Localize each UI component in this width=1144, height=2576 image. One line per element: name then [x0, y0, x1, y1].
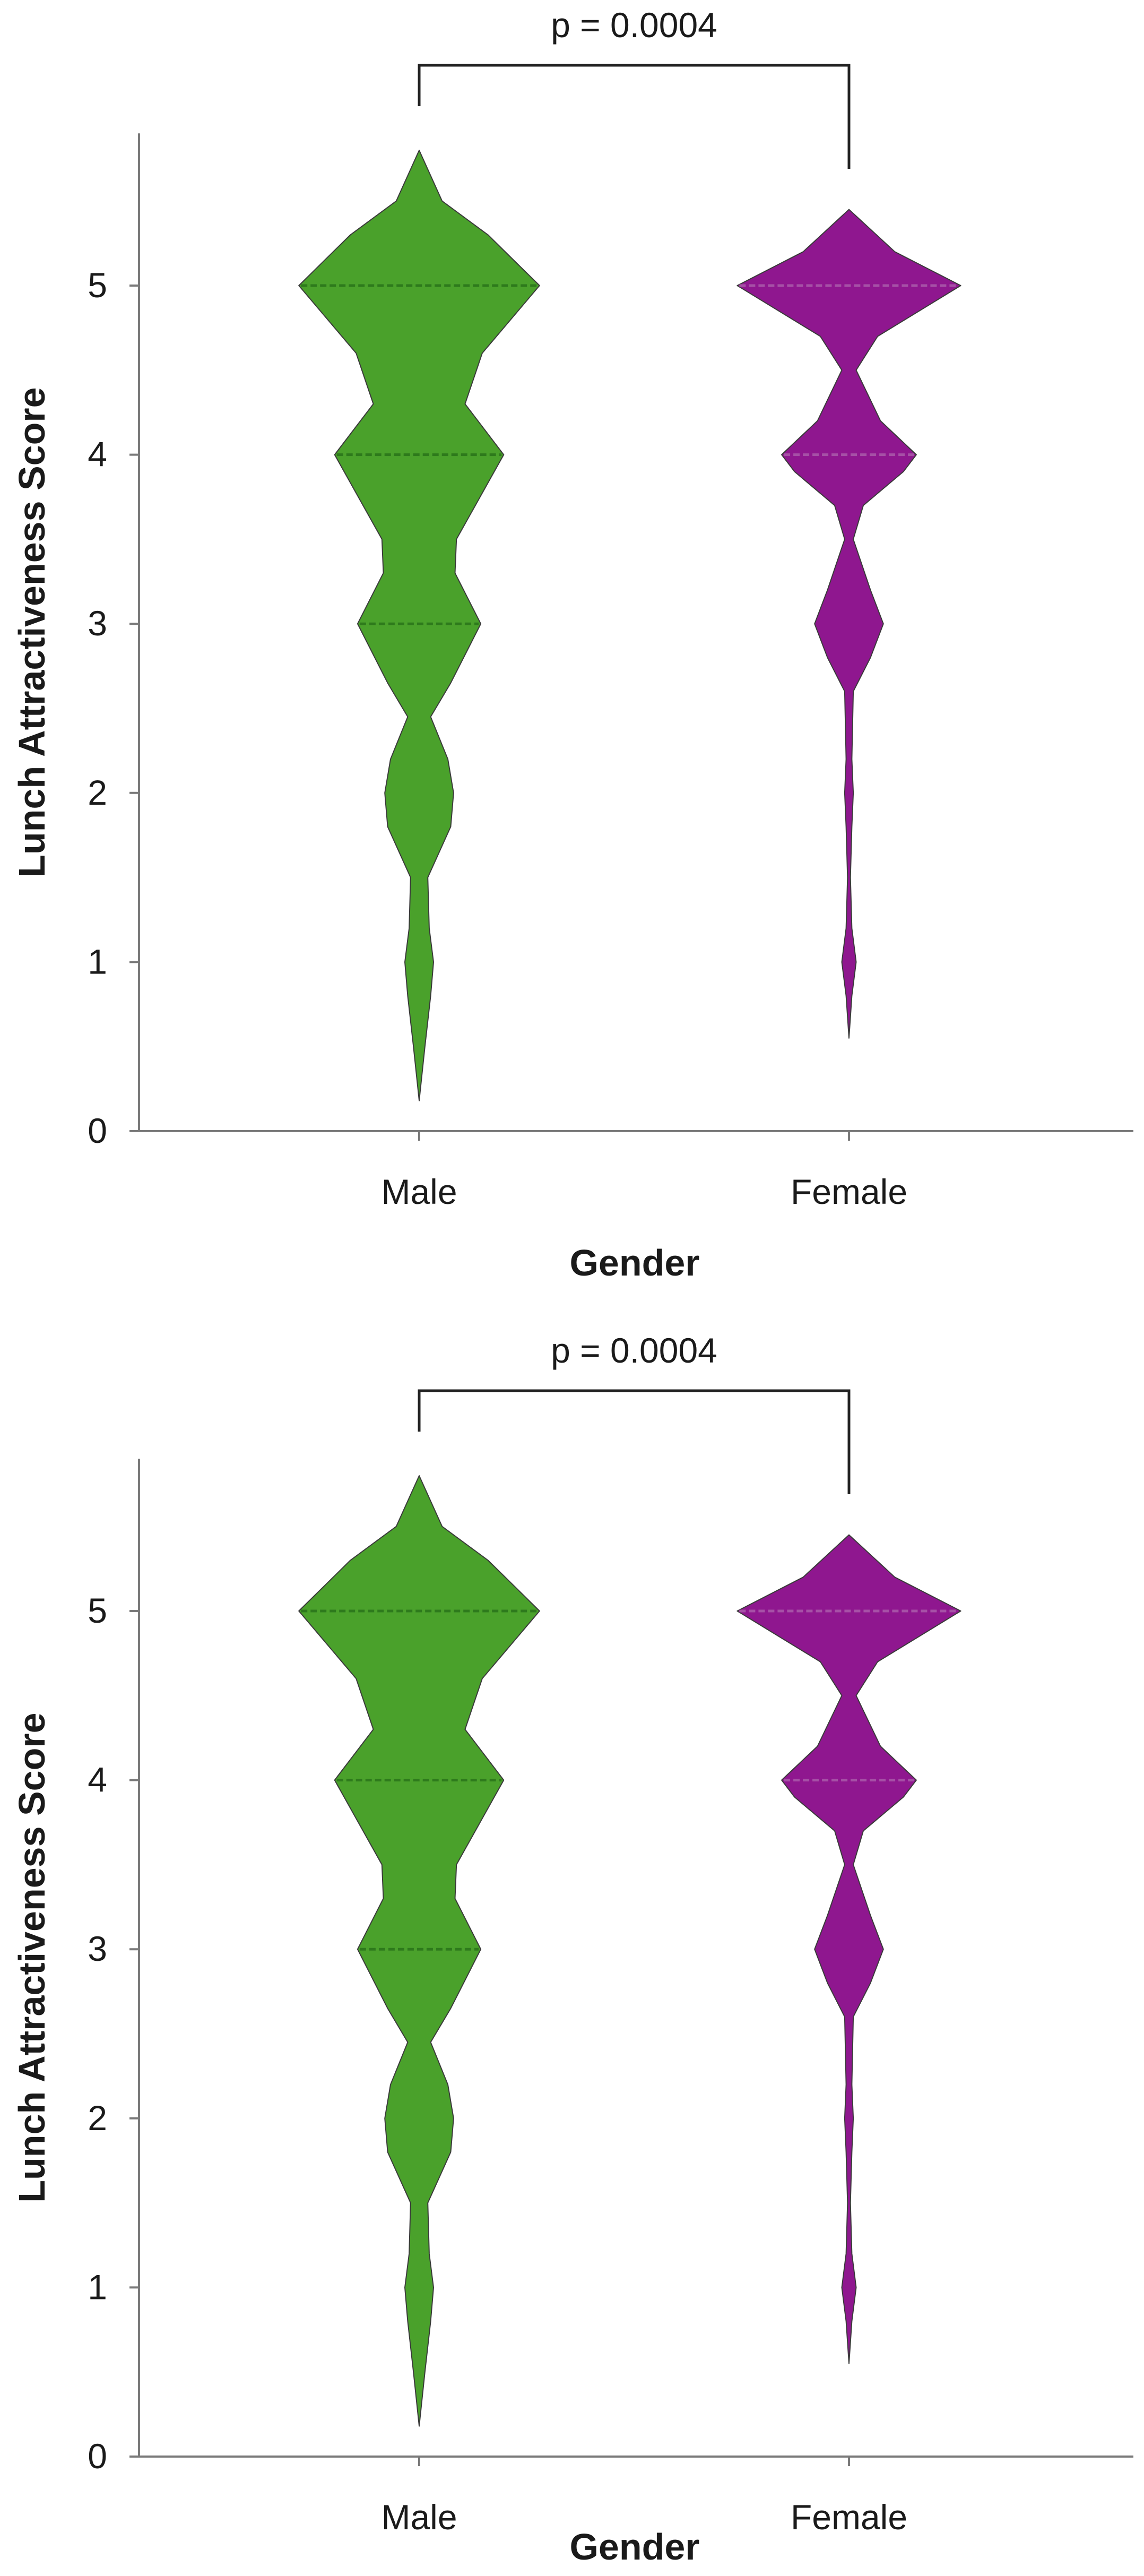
y-tick-label: 4 [88, 1760, 107, 1799]
violin-male [298, 1475, 540, 2427]
y-tick-label: 3 [88, 604, 107, 643]
y-axis-title: Lunch Attractiveness Score [11, 1712, 53, 2202]
x-axis-title: Gender [569, 1242, 699, 1283]
significance-label: p = 0.0004 [551, 1331, 717, 1370]
chart-panel-2: 0 1 2 3 4 5 Lunch Attractiveness Score Male Fema… [11, 1331, 1133, 2568]
violin-male [298, 150, 540, 1101]
y-tick-label: 1 [88, 2267, 107, 2306]
y-tick-label: 0 [88, 2436, 107, 2476]
x-tick-label-female: Female [791, 2497, 907, 2537]
x-axis-title: Gender [569, 2526, 699, 2568]
y-tick-label: 3 [88, 1929, 107, 1968]
chart-panel-1: 0 1 2 3 4 5 Lunch Attractiveness Score Male Fema… [11, 5, 1133, 1283]
x-tick-label-male: Male [381, 1172, 457, 1211]
y-tick-label: 2 [88, 773, 107, 812]
y-tick-label: 4 [88, 435, 107, 474]
violin-female [736, 1534, 961, 2364]
y-tick-label: 1 [88, 942, 107, 981]
significance-bracket [418, 64, 851, 169]
y-tick-label: 0 [88, 1111, 107, 1150]
y-tick-label: 2 [88, 2098, 107, 2138]
significance-bracket [418, 1389, 851, 1494]
violin-female [736, 209, 961, 1039]
significance-label: p = 0.0004 [551, 5, 717, 45]
x-tick-label-female: Female [791, 1172, 907, 1211]
y-tick-label: 5 [88, 265, 107, 305]
x-tick-label-male: Male [381, 2497, 457, 2537]
y-axis-title: Lunch Attractiveness Score [11, 387, 53, 877]
y-tick-label: 5 [88, 1591, 107, 1630]
